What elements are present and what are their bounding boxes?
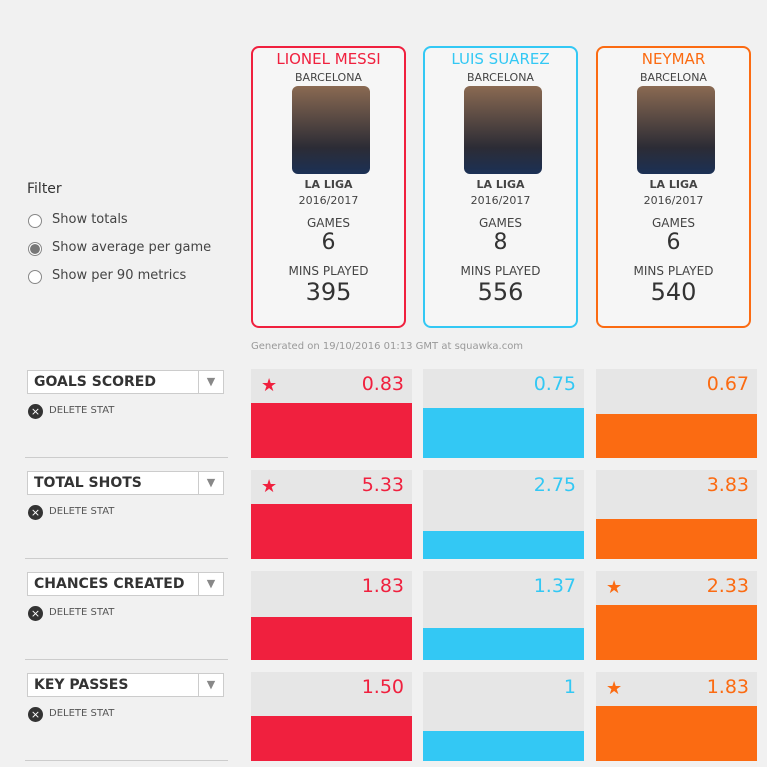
stat-value: 2.33 bbox=[706, 575, 749, 597]
games: 6 bbox=[321, 230, 336, 255]
stat-value: 2.75 bbox=[533, 474, 576, 496]
stat-value: 1 bbox=[563, 676, 576, 698]
bar bbox=[596, 519, 757, 559]
dropdown-arrow[interactable]: ▼ bbox=[198, 371, 223, 393]
stat-cell: 2.75 bbox=[423, 470, 584, 559]
season: 2016/2017 bbox=[298, 194, 359, 207]
delete-icon[interactable]: × bbox=[28, 707, 43, 722]
stat-cell: 1.50 bbox=[251, 672, 412, 761]
stat-cell: 2.33 ★ bbox=[596, 571, 757, 660]
delete-stat[interactable]: DELETE STAT bbox=[49, 506, 115, 517]
delete-icon[interactable]: × bbox=[28, 505, 43, 520]
stat-cell: 3.83 bbox=[596, 470, 757, 559]
league: LA LIGA bbox=[476, 178, 525, 191]
leader-star: ★ bbox=[606, 678, 623, 699]
stat-cell: 1 bbox=[423, 672, 584, 761]
mins-label: MINS PLAYED bbox=[288, 264, 369, 278]
filter-option[interactable]: Show totals bbox=[52, 212, 128, 227]
stat-value: 3.83 bbox=[706, 474, 749, 496]
bar bbox=[596, 706, 757, 761]
stat-dropdown[interactable]: GOALS SCORED ▼ bbox=[27, 370, 224, 394]
games-label: GAMES bbox=[651, 216, 696, 230]
bar bbox=[596, 605, 757, 660]
leader-star: ★ bbox=[606, 577, 623, 598]
club: BARCELONA bbox=[295, 71, 362, 84]
delete-stat[interactable]: DELETE STAT bbox=[49, 405, 115, 416]
bar bbox=[251, 504, 412, 559]
separator bbox=[25, 558, 228, 559]
games-label: GAMES bbox=[306, 216, 351, 230]
radio-button[interactable] bbox=[28, 270, 42, 284]
bar bbox=[251, 715, 412, 761]
player-photo bbox=[464, 86, 542, 174]
player-photo bbox=[292, 86, 370, 174]
player-photo bbox=[637, 86, 715, 174]
bar bbox=[423, 627, 584, 660]
league: LA LIGA bbox=[304, 178, 353, 191]
mins: 395 bbox=[305, 278, 352, 306]
bar bbox=[251, 403, 412, 458]
stat-value: 1.37 bbox=[533, 575, 576, 597]
mins-label: MINS PLAYED bbox=[460, 264, 541, 278]
mins: 556 bbox=[477, 278, 524, 306]
stat-dropdown[interactable]: TOTAL SHOTS ▼ bbox=[27, 471, 224, 495]
player-name: LUIS SUAREZ bbox=[451, 50, 550, 68]
stat-cell: 5.33 ★ bbox=[251, 470, 412, 559]
dropdown-arrow[interactable]: ▼ bbox=[198, 573, 223, 595]
stat-value: 1.83 bbox=[706, 676, 749, 698]
stat-value: 0.75 bbox=[533, 373, 576, 395]
stat-value: 0.67 bbox=[706, 373, 749, 395]
stat-value: 5.33 bbox=[361, 474, 404, 496]
mins-label: MINS PLAYED bbox=[633, 264, 714, 278]
radio-button[interactable] bbox=[28, 214, 42, 228]
dropdown-arrow[interactable]: ▼ bbox=[198, 674, 223, 696]
season: 2016/2017 bbox=[470, 194, 531, 207]
player-card: LIONEL MESSI BARCELONA LA LIGA 2016/2017 GAM… bbox=[251, 46, 406, 328]
delete-icon[interactable]: × bbox=[28, 404, 43, 419]
delete-stat[interactable]: DELETE STAT bbox=[49, 607, 115, 618]
filter-title: Filter bbox=[27, 181, 62, 197]
separator bbox=[25, 457, 228, 458]
games-label: GAMES bbox=[478, 216, 523, 230]
generated-note: Generated on 19/10/2016 01:13 GMT at squ… bbox=[251, 341, 524, 352]
club: BARCELONA bbox=[467, 71, 534, 84]
stat-cell: 0.67 bbox=[596, 369, 757, 458]
separator bbox=[25, 659, 228, 660]
games: 8 bbox=[493, 230, 508, 255]
mins: 540 bbox=[650, 278, 697, 306]
leader-star: ★ bbox=[261, 375, 278, 396]
stat-dropdown[interactable]: KEY PASSES ▼ bbox=[27, 673, 224, 697]
leader-star: ★ bbox=[261, 476, 278, 497]
stat-value: 1.50 bbox=[361, 676, 404, 698]
league: LA LIGA bbox=[649, 178, 698, 191]
club: BARCELONA bbox=[640, 71, 707, 84]
stat-cell: 1.37 bbox=[423, 571, 584, 660]
bar bbox=[596, 413, 757, 458]
separator bbox=[25, 760, 228, 761]
bar bbox=[251, 616, 412, 660]
filter-option[interactable]: Show per 90 metrics bbox=[52, 268, 187, 283]
filter-option[interactable]: Show average per game bbox=[52, 240, 212, 255]
season: 2016/2017 bbox=[643, 194, 704, 207]
stat-cell: 1.83 ★ bbox=[596, 672, 757, 761]
bar bbox=[423, 530, 584, 559]
stat-value: 1.83 bbox=[361, 575, 404, 597]
stat-cell: 0.75 bbox=[423, 369, 584, 458]
stat-cell: 1.83 bbox=[251, 571, 412, 660]
stat-value: 0.83 bbox=[361, 373, 404, 395]
delete-icon[interactable]: × bbox=[28, 606, 43, 621]
player-card: NEYMAR BARCELONA LA LIGA 2016/2017 GAMES 6 MIN… bbox=[596, 46, 751, 328]
stat-dropdown[interactable]: CHANCES CREATED ▼ bbox=[27, 572, 224, 596]
stat-cell: 0.83 ★ bbox=[251, 369, 412, 458]
bar bbox=[423, 408, 584, 458]
player-name: LIONEL MESSI bbox=[276, 50, 381, 68]
dropdown-arrow[interactable]: ▼ bbox=[198, 472, 223, 494]
bar bbox=[423, 730, 584, 761]
games: 6 bbox=[666, 230, 681, 255]
radio-button[interactable] bbox=[28, 242, 42, 256]
player-name: NEYMAR bbox=[641, 50, 706, 68]
delete-stat[interactable]: DELETE STAT bbox=[49, 708, 115, 719]
player-card: LUIS SUAREZ BARCELONA LA LIGA 2016/2017 GAME… bbox=[423, 46, 578, 328]
